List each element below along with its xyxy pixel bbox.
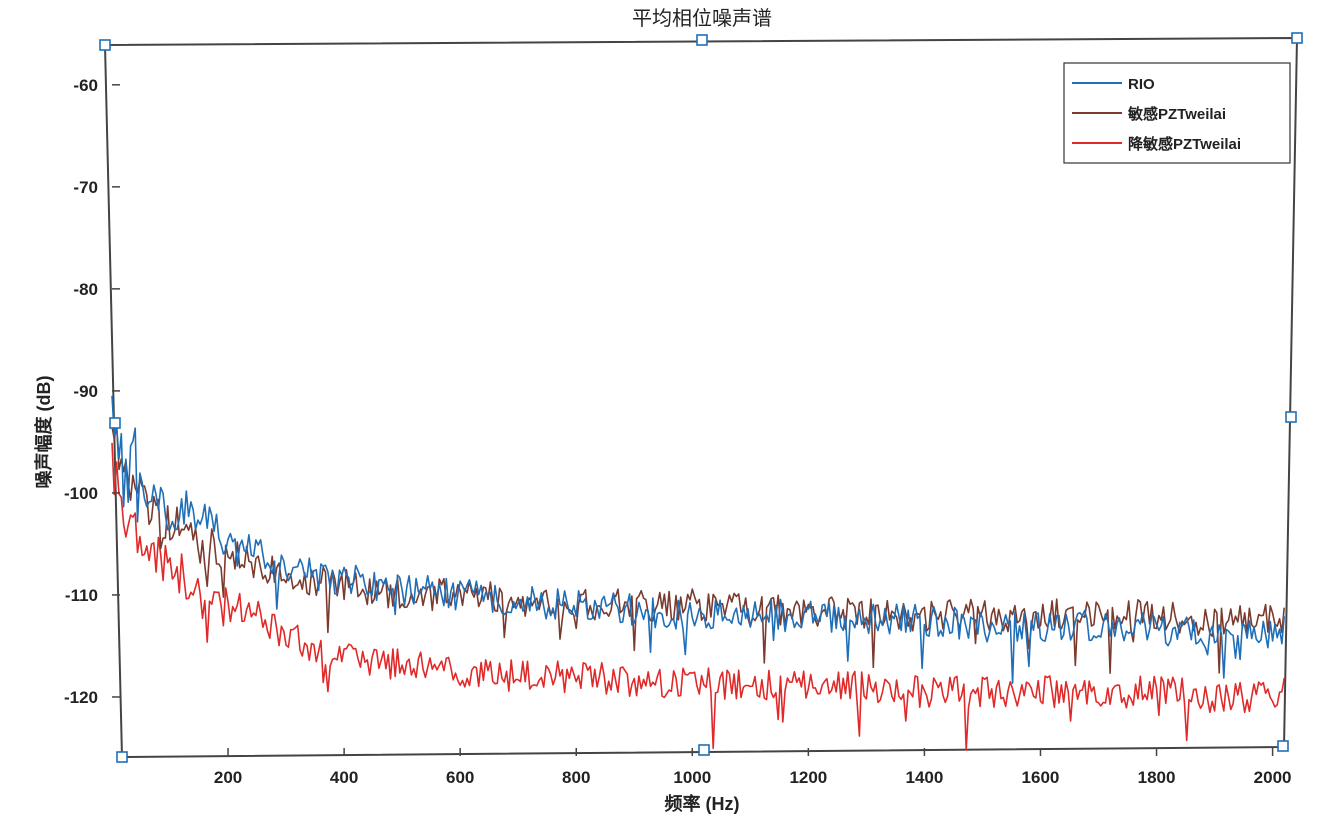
x-tick-label: 2000 (1254, 768, 1292, 787)
x-tick-label: 1000 (673, 768, 711, 787)
x-tick-label: 1400 (905, 768, 943, 787)
x-tick-label: 1800 (1138, 768, 1176, 787)
legend: RIO 敏感PZTweilai 降敏感PZTweilai (1063, 62, 1291, 164)
y-tick-label: -70 (73, 178, 98, 197)
y-tick-label: -110 (65, 586, 98, 605)
selection-handles (99, 32, 1303, 763)
series-line-0 (111, 395, 1285, 684)
x-tick-label: 1200 (789, 768, 827, 787)
resize-handle[interactable] (99, 39, 111, 51)
resize-handle[interactable] (1291, 32, 1303, 44)
series-line-1 (111, 424, 1285, 675)
x-tick-label: 600 (446, 768, 474, 787)
x-tick-label: 400 (330, 768, 358, 787)
y-axis-label: 噪声幅度 (dB) (33, 376, 54, 489)
x-tick-label: 200 (214, 768, 242, 787)
resize-handle[interactable] (116, 751, 128, 763)
y-tick-label: -80 (73, 280, 98, 299)
y-tick-label: -100 (64, 484, 98, 503)
resize-handle[interactable] (1277, 740, 1289, 752)
resize-handle[interactable] (1285, 411, 1297, 423)
x-tick-label: 1600 (1022, 768, 1060, 787)
resize-handle[interactable] (109, 417, 121, 429)
series-layer (111, 395, 1285, 751)
y-tick-label: -120 (64, 688, 98, 707)
legend-label: 敏感PZTweilai (1127, 105, 1226, 123)
legend-label: 降敏感PZTweilai (1128, 135, 1241, 153)
x-tick-label: 800 (562, 768, 590, 787)
series-line-2 (111, 442, 1285, 751)
y-tick-label: -60 (73, 76, 98, 95)
axis-layer: -60 -70 -80 -90 -100 -110 -120 200 400 600 800 1000… (64, 76, 1292, 787)
resize-handle[interactable] (698, 744, 710, 756)
x-axis-label: 频率 (Hz) (665, 793, 740, 814)
y-tick-label: -90 (73, 382, 98, 401)
legend-label: RIO (1128, 76, 1155, 93)
chart-title: 平均相位噪声谱 (632, 7, 772, 30)
resize-handle[interactable] (696, 34, 708, 46)
